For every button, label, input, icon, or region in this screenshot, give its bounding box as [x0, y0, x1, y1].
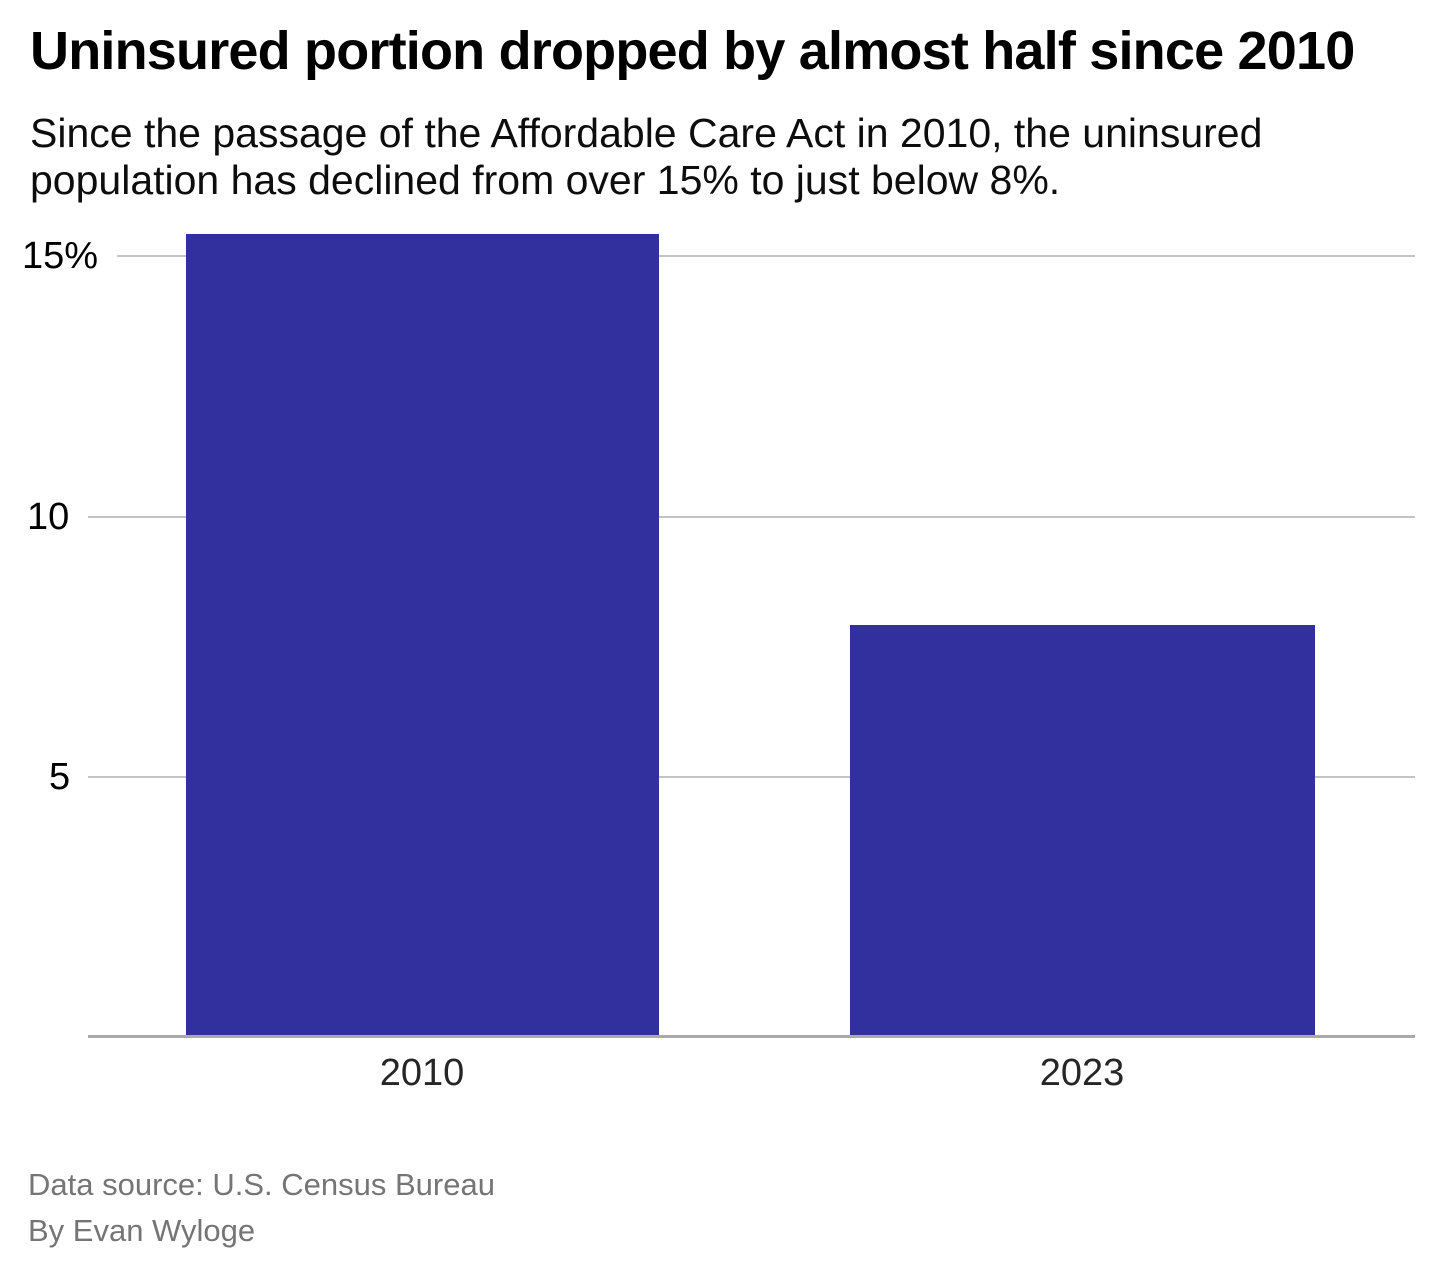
gridline-15	[117, 255, 1415, 257]
byline: By Evan Wyloge	[28, 1213, 256, 1248]
gridline-5	[88, 776, 1415, 778]
chart-subtitle: Since the passage of the Affordable Care…	[30, 110, 1263, 203]
y-axis-tick-label-15: 15%	[22, 235, 99, 277]
chart-footer: Data source: U.S. Census Bureau By Evan …	[28, 1162, 495, 1254]
x-axis-line	[88, 1035, 1415, 1038]
y-axis-tick-label-10: 10	[27, 496, 70, 538]
bar-2023	[850, 625, 1315, 1036]
bar-2010	[186, 234, 659, 1036]
x-axis-tick-label-2010: 2010	[379, 1052, 465, 1094]
gridline-10	[88, 516, 1415, 518]
x-axis-tick-label-2023: 2023	[1039, 1052, 1125, 1094]
data-source-credit: Data source: U.S. Census Bureau	[28, 1167, 495, 1202]
y-axis-tick-label-5: 5	[49, 756, 71, 798]
chart-title: Uninsured portion dropped by almost half…	[30, 21, 1355, 81]
